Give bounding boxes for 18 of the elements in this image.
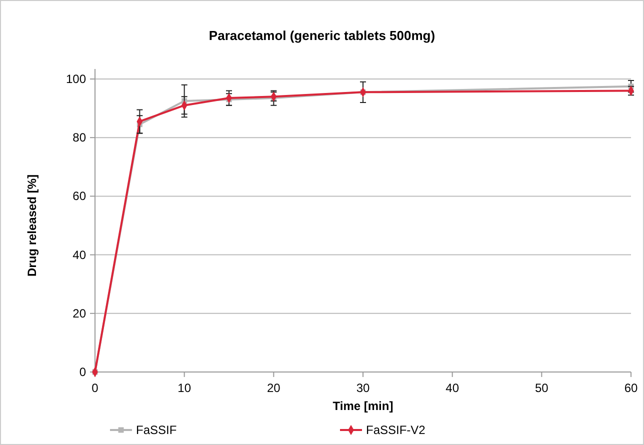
x-tick-label: 60 [624, 381, 638, 395]
x-tick-label: 40 [446, 381, 460, 395]
x-tick-label: 30 [356, 381, 370, 395]
legend-label: FaSSIF [136, 423, 177, 437]
x-tick-label: 0 [92, 381, 99, 395]
y-tick-label: 0 [79, 365, 86, 379]
x-tick-label: 50 [534, 381, 549, 395]
y-tick-label: 40 [72, 248, 86, 262]
legend-label: FaSSIF-V2 [366, 423, 426, 437]
y-tick-label: 20 [72, 306, 86, 320]
chart-title: Paracetamol (generic tablets 500mg) [208, 28, 436, 43]
x-tick-label: 20 [266, 381, 281, 395]
y-tick-label: 60 [72, 189, 86, 204]
y-axis-title: Drug released [%] [25, 174, 39, 277]
y-tick-label: 100 [66, 72, 86, 86]
x-tick-label: 10 [178, 381, 192, 395]
y-tick-label: 80 [72, 130, 86, 145]
x-axis-title: Time [min] [332, 399, 394, 413]
